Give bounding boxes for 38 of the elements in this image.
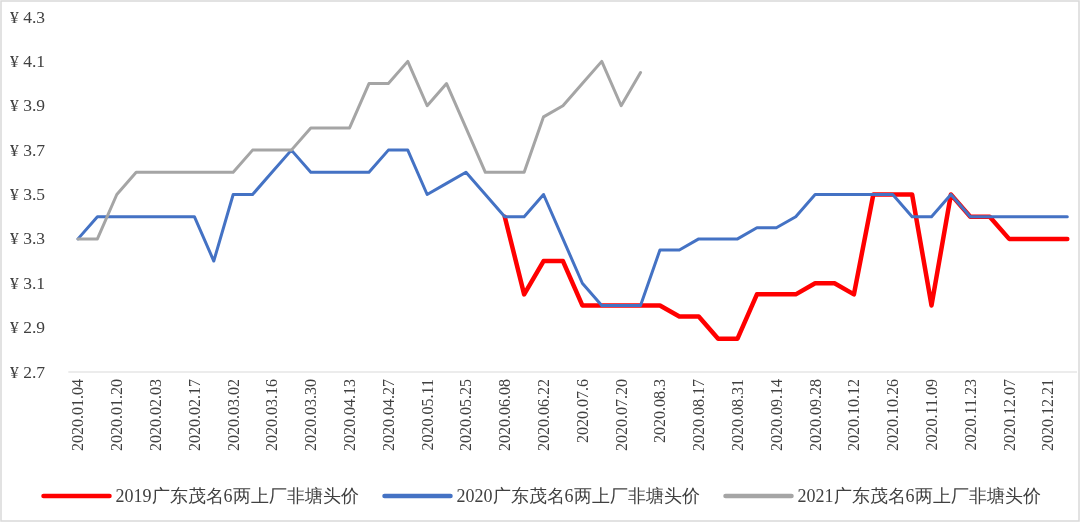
legend-label: 2020广东茂名6两上厂非塘头价 <box>456 486 700 506</box>
x-tick-label: 2020.12.07 <box>1000 379 1018 451</box>
y-tick-label: ¥ 4.1 <box>10 50 45 71</box>
x-tick-label: 2020.06.22 <box>535 379 553 451</box>
x-tick-label: 2020.04.27 <box>379 379 397 451</box>
x-tick-label: 2020.04.13 <box>341 379 359 451</box>
x-tick-label: 2020.10.12 <box>845 379 863 451</box>
x-tick-label: 2020.01.04 <box>69 379 87 451</box>
y-tick-label: ¥ 3.7 <box>10 139 46 160</box>
x-tick-label: 2020.02.03 <box>147 379 165 451</box>
y-tick-label: ¥ 3.9 <box>10 95 46 116</box>
y-tick-label: ¥ 2.9 <box>10 317 46 338</box>
x-tick-label: 2020.11.23 <box>961 379 979 451</box>
x-tick-label: 2020.07.20 <box>612 379 630 451</box>
x-tick-label: 2020.12.21 <box>1039 379 1057 451</box>
y-tick-label: ¥ 4.3 <box>10 6 46 27</box>
x-tick-label: 2020.01.20 <box>108 379 126 451</box>
x-tick-label: 2020.09.14 <box>767 379 785 451</box>
x-tick-label: 2020.08.3 <box>651 379 669 443</box>
legend-label: 2021广东茂名6两上厂非塘头价 <box>797 486 1041 506</box>
x-tick-label: 2020.02.17 <box>185 379 203 451</box>
y-tick-label: ¥ 3.5 <box>10 184 46 204</box>
x-tick-label: 2020.05.11 <box>418 379 436 451</box>
x-tick-label: 2020.03.30 <box>302 379 320 451</box>
x-tick-label: 2020.06.08 <box>496 379 514 451</box>
legend-label: 2019广东茂名6两上厂非塘头价 <box>115 486 359 506</box>
y-tick-label: ¥ 2.7 <box>10 361 46 382</box>
x-tick-label: 2020.07.6 <box>573 379 591 443</box>
x-tick-label: 2020.08.17 <box>690 379 708 451</box>
y-tick-label: ¥ 3.3 <box>10 228 46 249</box>
x-tick-label: 2020.03.02 <box>224 379 242 451</box>
x-tick-label: 2020.08.31 <box>729 379 747 451</box>
x-tick-label: 2020.03.16 <box>263 379 281 451</box>
y-tick-label: ¥ 3.1 <box>10 272 45 293</box>
x-tick-label: 2020.11.09 <box>923 379 941 451</box>
x-tick-label: 2020.10.26 <box>884 379 902 451</box>
x-tick-label: 2020.05.25 <box>457 379 475 451</box>
x-tick-label: 2020.09.28 <box>806 379 824 451</box>
